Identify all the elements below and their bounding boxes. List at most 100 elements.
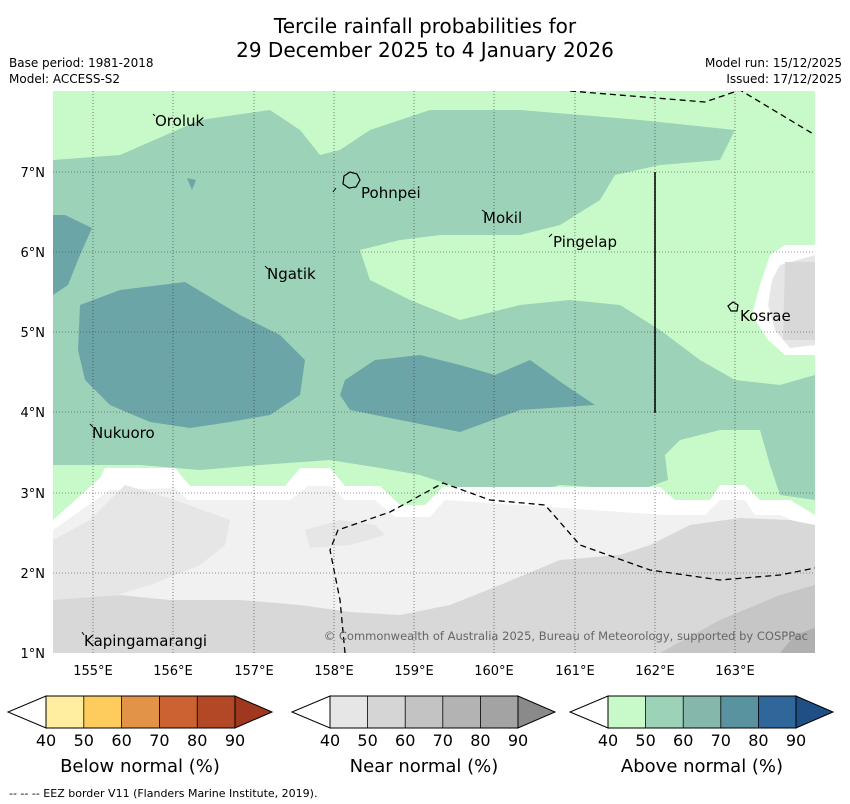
map-fields: Oroluk Pohnpei Mokil Pingelap Ngatik Kos…: [53, 91, 815, 653]
pohnpei-reef: [332, 187, 337, 193]
cb-below-tick: 90: [225, 731, 245, 750]
rainfall-map: Oroluk Pohnpei Mokil Pingelap Ngatik Kos…: [21, 91, 815, 679]
model-run: Model run: 15/12/2025: [704, 56, 842, 70]
cb-below-tick: 70: [149, 731, 169, 750]
cb-near-tick: 40: [320, 731, 340, 750]
cb-above-tick: 60: [673, 731, 693, 750]
lat-axis: 7°N 6°N 5°N 4°N 3°N 2°N 1°N: [21, 166, 46, 662]
lat-label: 2°N: [21, 567, 46, 582]
region-above-70-edge: [53, 215, 92, 295]
colorbar-below-normal: 40 50 60 70 80 90 Below normal (%): [6, 695, 274, 777]
kosrae-island: [727, 301, 739, 312]
lat-label: 1°N: [21, 647, 46, 662]
colorbar-legend: 40 50 60 70 80 90 Below normal (%) 40 50…: [6, 695, 835, 777]
lon-gridlines: [92, 91, 736, 653]
cb-below-tick: 50: [74, 731, 94, 750]
cb-below-frame: [45, 695, 236, 729]
cb-below-arrow-low: [6, 695, 47, 729]
region-above-70-west: [78, 282, 305, 428]
region-above-50-bubble: [615, 245, 705, 300]
cb-below-swatch-70: [121, 696, 160, 728]
cb-near-swatch-60: [367, 696, 406, 728]
region-near-50: [53, 485, 230, 600]
region-above-70-center: [340, 355, 595, 432]
cb-near-frame: [329, 695, 519, 729]
title-line-1: Tercile rainfall probabilities for: [273, 14, 577, 38]
lat-label: 4°N: [21, 406, 46, 421]
copyright-notice: © Commonwealth of Australia 2025, Bureau…: [324, 629, 808, 643]
lon-label: 157°E: [234, 664, 274, 679]
lat-gridlines: [53, 171, 815, 574]
issued-date: Issued: 17/12/2025: [726, 72, 842, 86]
cb-near-tick: 90: [508, 731, 528, 750]
cb-near-tick: 50: [357, 731, 377, 750]
cb-near-tick: 70: [433, 731, 453, 750]
place-label-kosrae: Kosrae: [740, 307, 791, 325]
cb-below-swatch-50: [46, 696, 84, 728]
pingelap-atoll: [548, 233, 553, 238]
region-near-50-south: [53, 518, 815, 653]
cb-above-swatch-90: [758, 696, 796, 728]
eez-border-south: [329, 482, 815, 653]
cb-below-tick: 60: [111, 731, 131, 750]
cb-above-tick: 40: [598, 731, 618, 750]
cb-below-swatch-90: [197, 696, 235, 728]
cb-below-tick: 40: [36, 731, 56, 750]
lon-axis: 155°E 156°E 157°E 158°E 159°E 160°E 161°…: [73, 664, 755, 679]
lat-label: 6°N: [21, 246, 46, 261]
lon-label: 161°E: [555, 664, 595, 679]
cb-near-swatch-80: [442, 696, 481, 728]
mokil-atoll: [481, 209, 486, 213]
cb-above-tick: 90: [786, 731, 806, 750]
lon-label: 156°E: [153, 664, 193, 679]
model-name: Model: ACCESS-S2: [9, 72, 121, 86]
kapingamarangi-atoll: [81, 631, 85, 636]
title-line-2: 29 December 2025 to 4 January 2026: [236, 38, 614, 62]
pohnpei-island: [342, 171, 361, 189]
lon-label: 155°E: [73, 664, 113, 679]
cb-near-swatch-70: [405, 696, 443, 728]
cb-above-tick: 80: [748, 731, 768, 750]
cb-above-arrow-low: [568, 695, 609, 729]
region-near-70: [780, 628, 815, 653]
cb-above-frame: [607, 695, 797, 729]
place-label-oroluk: Oroluk: [155, 112, 204, 130]
colorbar-above-normal: 40 50 60 70 80 90 Above normal (%): [568, 695, 835, 777]
lon-label: 159°E: [394, 664, 434, 679]
lat-label: 3°N: [21, 487, 46, 502]
cb-above-swatch-80: [720, 696, 759, 728]
eez-border-north: [569, 91, 815, 136]
region-near-60: [660, 585, 815, 653]
cb-near-swatch-50: [330, 696, 368, 728]
kosrae-near-inner: [783, 262, 815, 340]
place-label-ngatik: Ngatik: [267, 265, 316, 283]
cb-below-label: Below normal (%): [60, 756, 220, 777]
cb-below-arrow-high: [234, 695, 274, 729]
oroluk-atoll: [152, 113, 156, 117]
cb-below-tick: 80: [187, 731, 207, 750]
place-label-kapingamarangi: Kapingamarangi: [84, 632, 207, 650]
base-period: Base period: 1981-2018: [9, 56, 154, 70]
place-label-mokil: Mokil: [483, 209, 522, 227]
cb-near-arrow-low: [290, 695, 331, 729]
cb-above-label: Above normal (%): [621, 756, 783, 777]
region-above-70-speck: [187, 178, 196, 190]
place-label-pohnpei: Pohnpei: [361, 184, 421, 202]
cb-above-swatch-50: [608, 696, 646, 728]
cb-near-swatch-90: [480, 696, 518, 728]
cb-below-swatch-60: [83, 696, 122, 728]
cb-near-tick: 60: [395, 731, 415, 750]
cb-above-swatch-70: [683, 696, 721, 728]
cb-above-tick: 70: [711, 731, 731, 750]
place-label-nukuoro: Nukuoro: [92, 424, 155, 442]
nukuoro-atoll: [89, 423, 94, 428]
cb-above-swatch-60: [645, 696, 684, 728]
cb-below-swatch-80: [159, 696, 198, 728]
lon-label: 162°E: [635, 664, 675, 679]
ngatik-atoll: [264, 265, 269, 270]
lon-label: 160°E: [474, 664, 514, 679]
lat-label: 5°N: [21, 326, 46, 341]
place-label-pingelap: Pingelap: [553, 233, 617, 251]
region-near-50-center: [305, 520, 385, 548]
lon-label: 158°E: [314, 664, 354, 679]
